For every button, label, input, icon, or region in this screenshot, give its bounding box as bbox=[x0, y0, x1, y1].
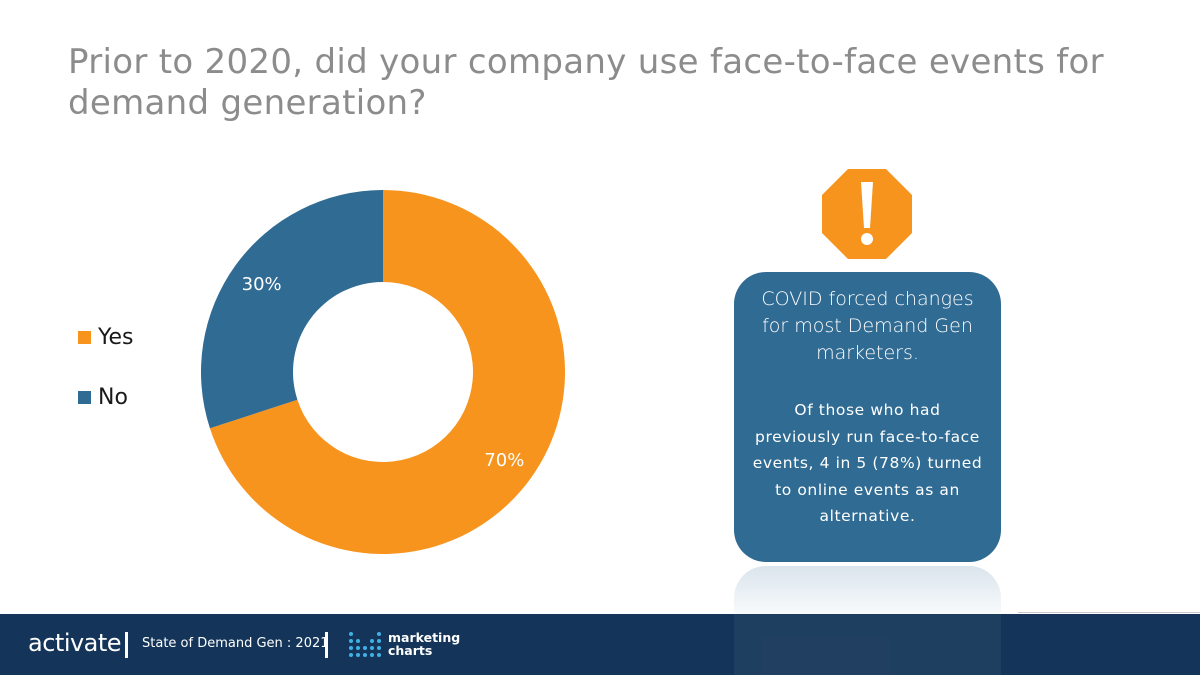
legend-swatch-yes bbox=[78, 330, 91, 344]
legend-item-no: No bbox=[78, 382, 134, 412]
data-label-yes: 70% bbox=[484, 450, 524, 471]
partner-line-1: marketing bbox=[388, 630, 461, 645]
legend-label-yes: Yes bbox=[98, 324, 134, 350]
donut-chart: 70% 30% bbox=[200, 190, 565, 554]
report-title: State of Demand Gen : 2021 bbox=[142, 636, 329, 651]
donut-slice-yes bbox=[209, 190, 565, 554]
callout-reflection bbox=[734, 566, 1001, 614]
callout-body: Of those who had previously run face-to-… bbox=[752, 401, 983, 525]
callout-box: COVID forced changes for most Demand Gen… bbox=[734, 272, 1001, 562]
footer-bar bbox=[0, 614, 1200, 675]
warning-octagon-icon bbox=[822, 169, 912, 259]
partner-logo-text: marketing charts bbox=[388, 631, 460, 657]
chart-title: Prior to 2020, did your company use face… bbox=[68, 42, 1104, 123]
legend-label-no: No bbox=[98, 384, 128, 410]
legend: Yes No bbox=[78, 322, 134, 442]
legend-item-yes: Yes bbox=[78, 322, 134, 352]
brand-logo: activate bbox=[28, 629, 122, 657]
donut-slice-no bbox=[200, 190, 383, 429]
partner-line-2: charts bbox=[388, 643, 433, 658]
data-label-no: 30% bbox=[242, 274, 282, 295]
marketing-charts-logo-icon bbox=[349, 632, 381, 657]
legend-swatch-no bbox=[78, 390, 91, 404]
footer-divider-line bbox=[1018, 612, 1200, 613]
footer-separator bbox=[125, 632, 128, 658]
callout-reflection-footer bbox=[734, 614, 1001, 675]
callout-headline: COVID forced changes for most Demand Gen… bbox=[761, 288, 974, 364]
footer-separator bbox=[325, 632, 328, 658]
